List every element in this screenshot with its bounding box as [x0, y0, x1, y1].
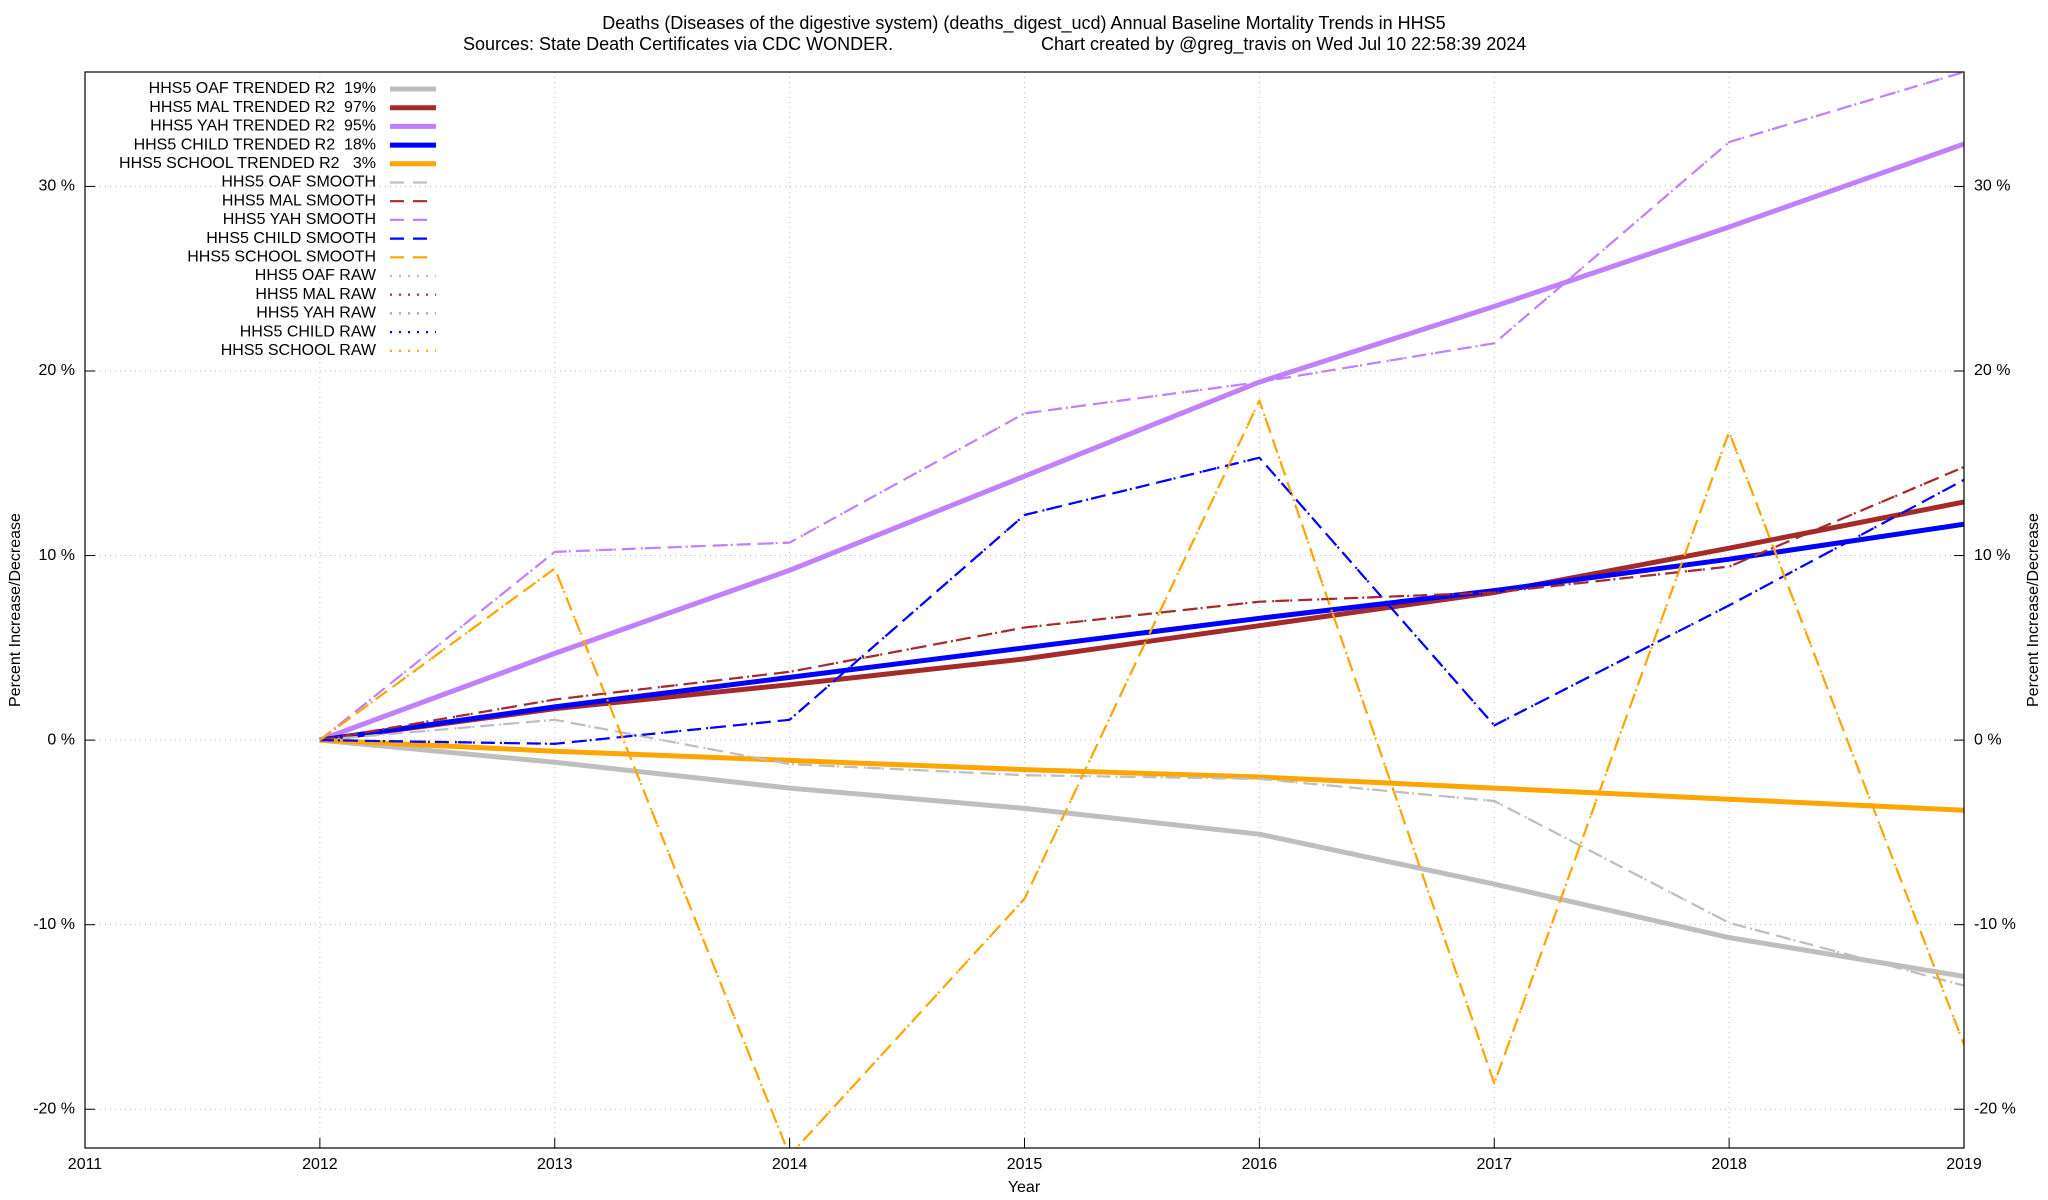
y2-tick-label: 10 % — [1974, 547, 2010, 564]
legend-label: HHS5 CHILD SMOOTH — [206, 230, 376, 247]
series-line — [319, 399, 1964, 1148]
legend-label: HHS5 CHILD TRENDED R2 18% — [134, 136, 376, 153]
y2-tick-label: 0 % — [1974, 731, 2002, 748]
chart-credit: Chart created by @greg_travis on Wed Jul… — [1041, 34, 1526, 55]
x-tick-label: 2011 — [68, 1156, 103, 1173]
x-tick-label: 2018 — [1711, 1156, 1747, 1173]
series-line — [319, 737, 1964, 979]
legend-label: HHS5 MAL SMOOTH — [222, 192, 376, 209]
legend-label: HHS5 YAH TRENDED R2 95% — [150, 118, 376, 135]
legend-label: HHS5 YAH RAW — [256, 305, 377, 322]
series-line — [319, 718, 1964, 987]
legend-label: HHS5 SCHOOL TRENDED R2 3% — [119, 155, 376, 172]
series-line — [319, 465, 1964, 742]
legend-label: HHS5 MAL TRENDED R2 97% — [149, 99, 376, 116]
y2-tick-label: 30 % — [1974, 178, 2010, 195]
y-axis-label: Percent Increase/Decrease — [7, 513, 24, 707]
x-tick-label: 2016 — [1242, 1156, 1278, 1173]
y2-tick-label: -10 % — [1974, 916, 2016, 933]
y-tick-label: 20 % — [39, 362, 75, 379]
x-tick-label: 2014 — [772, 1156, 808, 1173]
series-line — [319, 456, 1964, 745]
y-tick-label: 10 % — [39, 547, 75, 564]
series-line — [319, 141, 1964, 743]
y-tick-label: 30 % — [39, 178, 75, 195]
series-line — [319, 72, 1964, 741]
x-tick-label: 2012 — [302, 1156, 338, 1173]
chart-title: Deaths (Diseases of the digestive system… — [602, 13, 1445, 34]
series-line — [319, 399, 1964, 1148]
y2-tick-label: -20 % — [1974, 1100, 2016, 1117]
y2-tick-label: 20 % — [1974, 362, 2010, 379]
grid: -20 % -10 % 0 % 10 % 20 % 30 % -20 % -10 % 0 % 10… — [33, 72, 2016, 1173]
x-tick-label: 2017 — [1476, 1156, 1512, 1173]
x-tick-label: 2019 — [1946, 1156, 1982, 1173]
legend-label: HHS5 CHILD RAW — [240, 323, 377, 340]
series-line — [319, 456, 1964, 745]
series-line — [319, 465, 1964, 742]
x-tick-label: 2013 — [537, 1156, 573, 1173]
y-tick-label: -20 % — [33, 1100, 75, 1117]
x-axis-label: Year — [1008, 1179, 1041, 1196]
legend: HHS5 OAF TRENDED R2 19% HHS5 MAL TRENDED … — [119, 80, 436, 359]
y2-axis-label: Percent Increase/Decrease — [2025, 513, 2042, 707]
plot-lines — [319, 72, 1964, 1148]
series-line — [319, 499, 1964, 743]
legend-label: HHS5 OAF RAW — [255, 267, 377, 284]
legend-label: HHS5 YAH SMOOTH — [223, 211, 376, 228]
legend-label: HHS5 OAF TRENDED R2 19% — [149, 80, 376, 97]
legend-label: HHS5 SCHOOL RAW — [221, 342, 377, 359]
series-line — [319, 521, 1964, 743]
legend-label: HHS5 OAF SMOOTH — [221, 174, 376, 191]
legend-label: HHS5 MAL RAW — [255, 286, 377, 303]
y-tick-label: 0 % — [47, 731, 75, 748]
y-tick-label: -10 % — [33, 916, 75, 933]
series-line — [319, 718, 1964, 987]
series-line — [319, 737, 1964, 813]
x-tick-label: 2015 — [1007, 1156, 1043, 1173]
chart-subtitle: Sources: State Death Certificates via CD… — [463, 34, 893, 54]
plot-frame — [84, 71, 1965, 1149]
legend-label: HHS5 SCHOOL SMOOTH — [187, 249, 376, 266]
